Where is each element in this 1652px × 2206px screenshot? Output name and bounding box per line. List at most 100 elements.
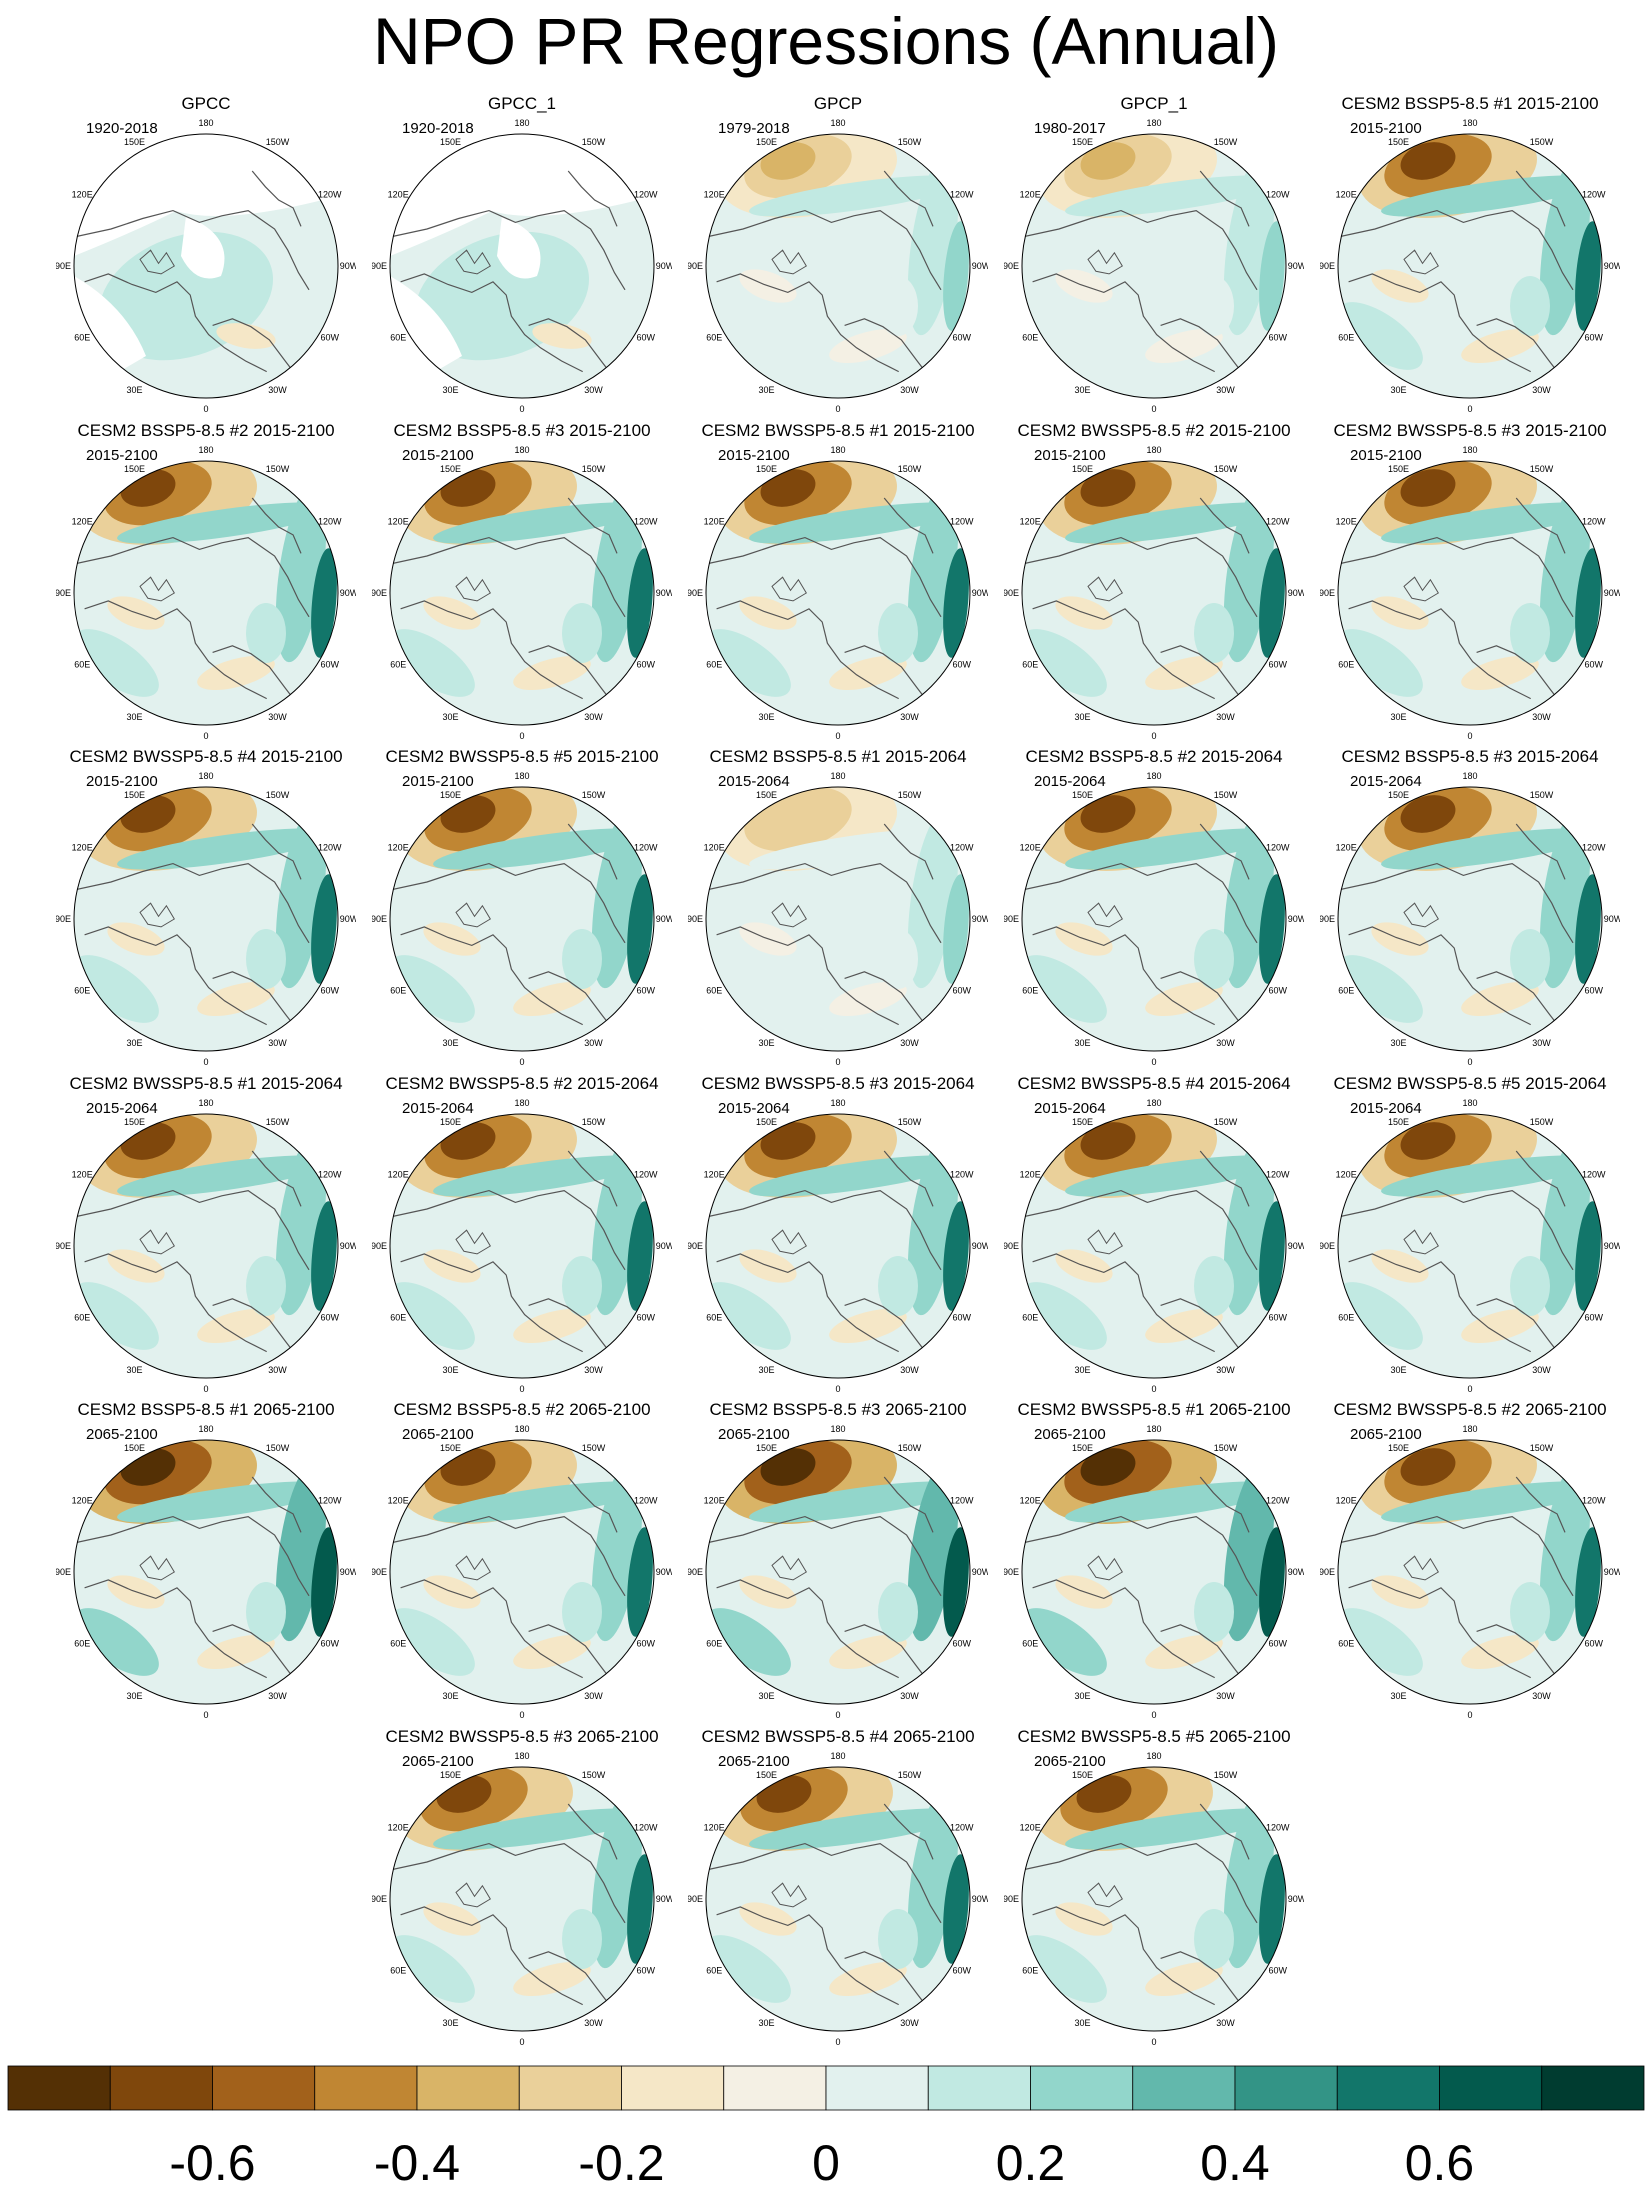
longitude-label: 120E [704, 843, 725, 853]
panel-period: 2015-2064 [86, 1100, 158, 1117]
longitude-label: 150W [266, 137, 290, 147]
longitude-label: 90E [56, 914, 71, 924]
panel-title: CESM2 BWSSP5-8.5 #1 2065-2100 [1017, 1400, 1291, 1419]
panel-title: GPCP [813, 94, 863, 113]
longitude-label: 0 [203, 1710, 208, 1720]
regression-field [390, 1114, 654, 1378]
longitude-label: 120W [634, 1170, 658, 1180]
longitude-label: 0 [835, 1057, 840, 1067]
longitude-label: 30E [1390, 385, 1406, 395]
regression-field [1022, 1114, 1286, 1378]
regression-field [390, 1767, 654, 2031]
longitude-label: 30E [1074, 385, 1090, 395]
regression-field [1338, 461, 1602, 725]
longitude-label: 120E [72, 1170, 93, 1180]
map-panel: CESM2 BSSP5-8.5 #1 2065-2100 180 150E 120E 9… [56, 1400, 356, 1720]
polar-map: 180 150E 120E 90E 60E 30E 0 30W 60W 90W 120W 150W [372, 1751, 672, 2047]
longitude-label: 60W [953, 333, 972, 343]
longitude-label: 120E [1336, 517, 1357, 527]
longitude-label: 60W [953, 986, 972, 996]
longitude-label: 120E [1020, 190, 1041, 200]
panel-title: CESM2 BWSSP5-8.5 #5 2015-2064 [1333, 1074, 1607, 1093]
panel-period: 2015-2064 [1034, 773, 1106, 790]
longitude-label: 60E [706, 660, 722, 670]
map-boundary [1337, 786, 1603, 1052]
longitude-label: 180 [830, 1751, 845, 1761]
longitude-label: 60E [390, 660, 406, 670]
longitude-label: 180 [830, 118, 845, 128]
longitude-label: 120E [1336, 843, 1357, 853]
colorbar-bin [1541, 2065, 1645, 2111]
longitude-label: 60W [953, 1313, 972, 1323]
colorbar-tick-label: 0.6 [1405, 2135, 1475, 2191]
longitude-label: 0 [1151, 1710, 1156, 1720]
longitude-label: 30W [584, 712, 603, 722]
colorbar-bin [723, 2065, 827, 2111]
longitude-label: 30W [584, 1691, 603, 1701]
longitude-label: 0 [519, 1057, 524, 1067]
longitude-label: 120W [1582, 1496, 1606, 1506]
longitude-label: 180 [198, 1098, 213, 1108]
longitude-label: 150W [582, 464, 606, 474]
longitude-label: 120W [950, 1170, 974, 1180]
longitude-label: 0 [1467, 1384, 1472, 1394]
longitude-label: 150E [1388, 464, 1409, 474]
longitude-label: 30E [758, 385, 774, 395]
polar-map: 180 150E 120E 90E 60E 30E 0 30W 60W 90W 120W 150W [56, 118, 356, 414]
map-boundary [389, 133, 655, 399]
longitude-label: 60W [1269, 1966, 1288, 1976]
longitude-label: 150E [1388, 137, 1409, 147]
longitude-label: 90E [1004, 914, 1019, 924]
longitude-label: 180 [1146, 445, 1161, 455]
panel-period: 2015-2100 [1034, 447, 1106, 464]
map-boundary [1021, 1113, 1287, 1379]
longitude-label: 60E [1338, 986, 1354, 996]
map-boundary [389, 1113, 655, 1379]
colorbar-tick-label: 0 [812, 2135, 840, 2191]
longitude-label: 150E [756, 137, 777, 147]
longitude-label: 30W [900, 2018, 919, 2028]
longitude-label: 30W [584, 1365, 603, 1375]
longitude-label: 120E [72, 517, 93, 527]
map-panel: CESM2 BWSSP5-8.5 #2 2015-2064 180 150E 120E… [372, 1074, 672, 1394]
longitude-label: 90E [1320, 1567, 1335, 1577]
map-panels: GPCC 180 150E 120E 90E 60E 30E 0 30W 60W 90W 120W 15… [56, 94, 1620, 2047]
map-boundary [73, 1439, 339, 1705]
longitude-label: 0 [203, 404, 208, 414]
polar-map: 180 150E 120E 90E 60E 30E 0 30W 60W 90W 120W 150W [1320, 1098, 1620, 1394]
longitude-label: 150E [440, 1770, 461, 1780]
longitude-label: 90W [656, 588, 672, 598]
map-panel: CESM2 BSSP5-8.5 #3 2065-2100 180 150E 120E 9… [688, 1400, 988, 1720]
map-panel: CESM2 BWSSP5-8.5 #5 2015-2064 180 150E 120E… [1320, 1074, 1620, 1394]
map-boundary [705, 1113, 971, 1379]
longitude-label: 60W [637, 986, 656, 996]
longitude-label: 90W [1288, 588, 1304, 598]
longitude-label: 90E [56, 261, 71, 271]
longitude-label: 30E [758, 1038, 774, 1048]
longitude-label: 90W [340, 914, 356, 924]
longitude-label: 60W [953, 1639, 972, 1649]
longitude-label: 60W [1585, 986, 1604, 996]
longitude-label: 60W [321, 986, 340, 996]
polar-map: 180 150E 120E 90E 60E 30E 0 30W 60W 90W 120W 150W [1320, 445, 1620, 741]
regression-field [390, 461, 654, 725]
panel-title: CESM2 BWSSP5-8.5 #2 2065-2100 [1333, 1400, 1607, 1419]
longitude-label: 150W [898, 790, 922, 800]
colorbar-bin [314, 2065, 418, 2111]
longitude-label: 120W [318, 1496, 342, 1506]
map-boundary [389, 1766, 655, 2032]
longitude-label: 150E [440, 137, 461, 147]
longitude-label: 30W [268, 1038, 287, 1048]
longitude-label: 60E [1338, 1313, 1354, 1323]
longitude-label: 90W [972, 261, 988, 271]
longitude-label: 60W [637, 660, 656, 670]
map-boundary [73, 133, 339, 399]
longitude-label: 90W [1288, 914, 1304, 924]
longitude-label: 60E [1022, 660, 1038, 670]
longitude-label: 30W [1216, 1365, 1235, 1375]
longitude-label: 30W [268, 712, 287, 722]
longitude-label: 90W [656, 1894, 672, 1904]
polar-map: 180 150E 120E 90E 60E 30E 0 30W 60W 90W 120W 150W [372, 1424, 672, 1720]
longitude-label: 60W [1269, 333, 1288, 343]
longitude-label: 60W [953, 660, 972, 670]
